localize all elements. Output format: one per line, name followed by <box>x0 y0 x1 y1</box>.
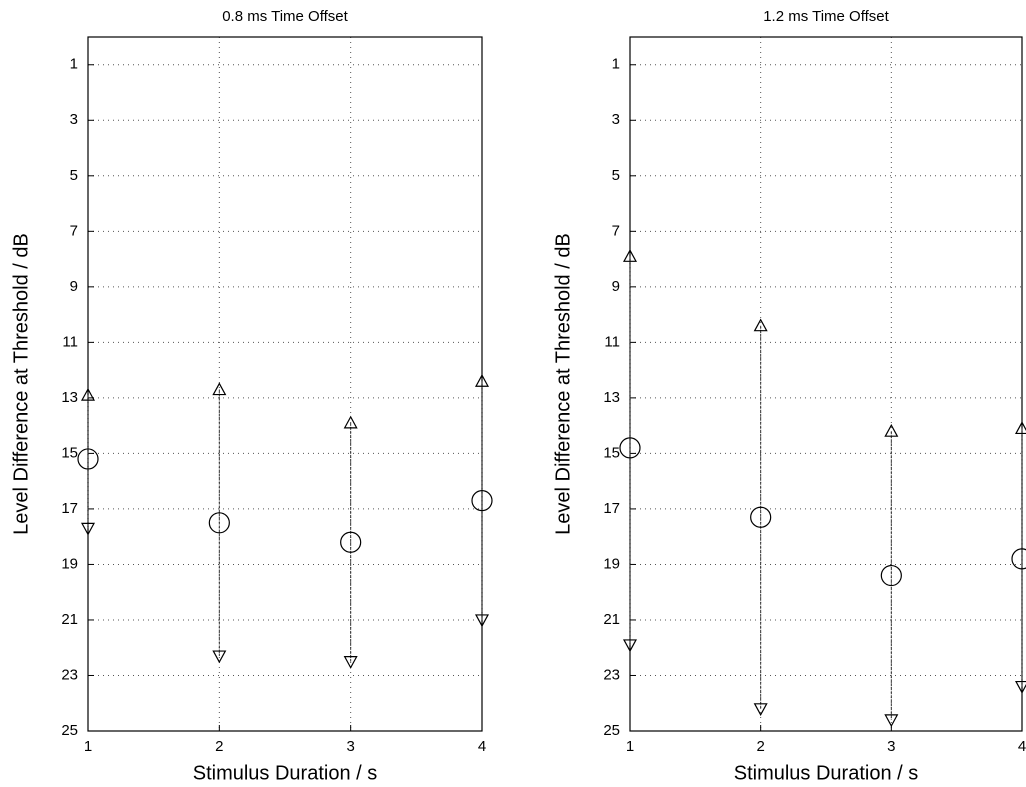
x-tick-label: 1 <box>84 738 92 755</box>
upper-marker <box>1014 421 1026 435</box>
lower-marker <box>212 650 227 664</box>
upper-marker <box>622 249 638 262</box>
y-tick-label: 1 <box>70 56 78 73</box>
x-tick-label: 1 <box>626 738 634 755</box>
plot-frame <box>87 36 483 732</box>
y-tick-label: 19 <box>61 555 78 572</box>
lower-marker <box>884 714 899 728</box>
y-tick-label: 3 <box>70 111 78 128</box>
x-tick-label: 3 <box>887 738 895 755</box>
upper-marker <box>343 415 358 429</box>
y-tick-label: 21 <box>603 611 620 628</box>
y-tick-label: 3 <box>612 111 620 128</box>
mean-marker <box>340 531 362 553</box>
y-tick-label: 11 <box>62 333 78 350</box>
y-tick-label: 7 <box>612 222 620 239</box>
upper-marker <box>753 318 768 332</box>
mean-marker <box>619 437 641 459</box>
x-tick-label: 2 <box>756 738 764 755</box>
mean-marker <box>880 564 902 587</box>
upper-marker <box>474 373 490 387</box>
x-tick-label: 4 <box>1018 738 1026 755</box>
y-tick-label: 9 <box>70 278 78 295</box>
y-tick-label: 15 <box>603 444 620 461</box>
mean-marker <box>471 489 493 512</box>
mean-marker <box>750 506 772 528</box>
y-tick-label: 1 <box>612 56 620 73</box>
y-tick-label: 17 <box>61 500 78 517</box>
upper-marker <box>80 387 96 401</box>
y-tick-label: 15 <box>61 444 78 461</box>
y-tick-label: 13 <box>603 389 620 406</box>
y-tick-label: 17 <box>603 500 620 517</box>
lower-marker <box>80 522 96 536</box>
y-axis-label: Level Difference at Threshold / dB <box>552 233 574 535</box>
plot-frame <box>629 36 1023 732</box>
y-tick-label: 25 <box>603 722 620 739</box>
lower-marker <box>474 614 490 628</box>
mean-marker <box>208 512 230 534</box>
lower-marker <box>1014 680 1026 694</box>
y-tick-label: 5 <box>612 167 620 184</box>
upper-marker <box>884 423 899 437</box>
mean-marker <box>77 448 99 470</box>
y-tick-label: 9 <box>612 278 620 295</box>
mean-marker <box>1011 548 1026 570</box>
x-tick-label: 2 <box>215 738 223 755</box>
y-tick-label: 23 <box>61 666 78 683</box>
x-tick-label: 4 <box>478 738 486 755</box>
x-axis-label: Stimulus Duration / s <box>734 762 919 784</box>
upper-marker <box>212 382 227 396</box>
x-axis-label: Stimulus Duration / s <box>193 762 378 784</box>
chart-title: 0.8 ms Time Offset <box>222 8 348 25</box>
y-tick-label: 23 <box>603 666 620 683</box>
y-tick-label: 19 <box>603 555 620 572</box>
chart-title: 1.2 ms Time Offset <box>763 8 889 25</box>
x-tick-label: 3 <box>346 738 354 755</box>
lower-marker <box>343 655 358 669</box>
lower-marker <box>753 703 768 717</box>
y-tick-label: 7 <box>70 222 78 239</box>
y-tick-label: 11 <box>604 333 620 350</box>
lower-marker <box>622 639 638 653</box>
y-tick-label: 5 <box>70 167 78 184</box>
y-tick-label: 13 <box>61 389 78 406</box>
y-tick-label: 25 <box>61 722 78 739</box>
y-tick-label: 21 <box>61 611 78 628</box>
y-axis-label: Level Difference at Threshold / dB <box>10 233 32 535</box>
